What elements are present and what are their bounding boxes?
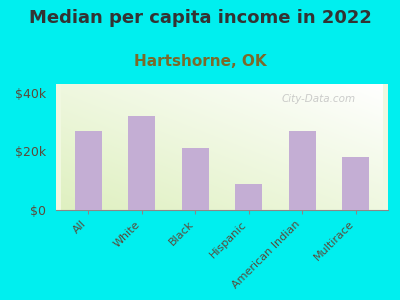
Text: City-Data.com: City-Data.com: [282, 94, 356, 104]
Text: Hartshorne, OK: Hartshorne, OK: [134, 54, 266, 69]
Bar: [235, 184, 262, 210]
Bar: [128, 116, 155, 210]
Bar: [289, 131, 316, 210]
Bar: [342, 157, 369, 210]
Bar: [182, 148, 209, 210]
Bar: [75, 131, 102, 210]
Text: Median per capita income in 2022: Median per capita income in 2022: [28, 9, 372, 27]
